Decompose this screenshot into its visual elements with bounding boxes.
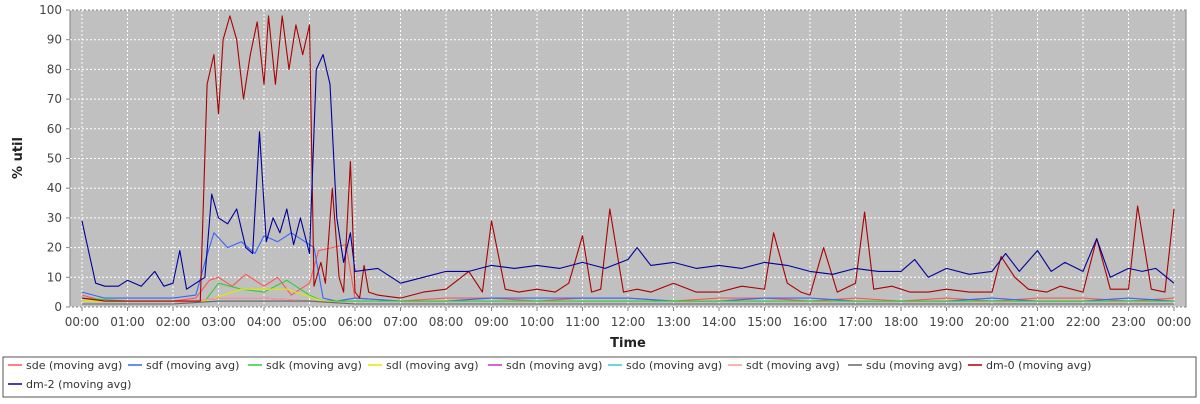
y-axis-title: % util [11, 137, 26, 179]
x-tick-label: 22:00 [1066, 315, 1101, 329]
x-axis: 00:00 01:00 02:00 03:00 04:00 05:00 06:00 07:00… [65, 307, 1192, 329]
legend: sde (moving avg) sdf (moving avg) sdk (mov… [8, 359, 1091, 391]
legend-item-sdt: sdt (moving avg) [728, 359, 840, 372]
series-line-dm-2 [81, 54, 1175, 290]
x-tick-label: 00:00 [1157, 315, 1192, 329]
x-tick-label: 06:00 [338, 315, 373, 329]
legend-item-sdf: sdf (moving avg) [128, 359, 239, 372]
x-tick-label: 09:00 [474, 315, 509, 329]
legend-label: sdu (moving avg) [866, 359, 962, 372]
x-tick-label: 11:00 [565, 315, 600, 329]
legend-label: sdn (moving avg) [506, 359, 602, 372]
y-tick-label: 40 [47, 181, 62, 195]
legend-box [2, 356, 1197, 398]
y-tick-label: 20 [47, 241, 62, 255]
x-tick-label: 08:00 [429, 315, 464, 329]
legend-item-sdk: sdk (moving avg) [248, 359, 362, 372]
x-tick-label: 15:00 [747, 315, 782, 329]
x-tick-label: 04:00 [247, 315, 282, 329]
legend-label: sdt (moving avg) [746, 359, 840, 372]
legend-item-sdn: sdn (moving avg) [488, 359, 602, 372]
legend-label: dm-0 (moving avg) [986, 359, 1091, 372]
x-tick-label: 14:00 [702, 315, 737, 329]
y-tick-label: 60 [47, 122, 62, 136]
x-axis-title: Time [610, 336, 646, 351]
x-tick-label: 07:00 [383, 315, 418, 329]
x-tick-label: 13:00 [656, 315, 691, 329]
legend-label: sdf (moving avg) [146, 359, 239, 372]
y-tick-label: 80 [47, 62, 62, 76]
legend-item-sdl: sdl (moving avg) [368, 359, 479, 372]
x-tick-label: 12:00 [611, 315, 646, 329]
legend-label: dm-2 (moving avg) [26, 378, 131, 391]
legend-label: sde (moving avg) [26, 359, 122, 372]
y-tick-label: 10 [47, 270, 62, 284]
legend-item-sdu: sdu (moving avg) [848, 359, 962, 372]
series-lines [81, 15, 1175, 305]
x-tick-label: 01:00 [110, 315, 145, 329]
y-tick-label: 30 [47, 211, 62, 225]
x-tick-label: 00:00 [65, 315, 100, 329]
x-tick-label: 18:00 [884, 315, 919, 329]
legend-label: sdo (moving avg) [626, 359, 722, 372]
x-tick-label: 23:00 [1111, 315, 1146, 329]
x-tick-label: 20:00 [975, 315, 1010, 329]
y-tick-label: 70 [47, 92, 62, 106]
legend-label: sdl (moving avg) [386, 359, 479, 372]
series-line-sdk [81, 279, 1174, 302]
x-tick-label: 17:00 [838, 315, 873, 329]
legend-item-dm-0: dm-0 (moving avg) [968, 359, 1091, 372]
x-tick-label: 05:00 [292, 315, 327, 329]
legend-item-sde: sde (moving avg) [8, 359, 122, 372]
x-tick-label: 02:00 [156, 315, 191, 329]
x-tick-label: 03:00 [201, 315, 236, 329]
y-tick-label: 90 [47, 33, 62, 47]
x-tick-label: 10:00 [520, 315, 555, 329]
series-line-dm-0 [81, 15, 1175, 302]
x-tick-label: 21:00 [1020, 315, 1055, 329]
legend-item-sdo: sdo (moving avg) [608, 359, 722, 372]
x-tick-label: 16:00 [793, 315, 828, 329]
grid-lines [70, 9, 1186, 308]
series-line-sdu [82, 300, 1174, 305]
legend-label: sdk (moving avg) [266, 359, 362, 372]
y-tick-label: 50 [47, 152, 62, 166]
y-tick-label: 0 [54, 300, 62, 314]
y-axis: 0 10 20 30 40 50 60 70 80 90 100 [39, 3, 70, 314]
x-tick-label: 19:00 [929, 315, 964, 329]
y-tick-label: 100 [39, 3, 62, 17]
legend-item-dm-2: dm-2 (moving avg) [8, 378, 131, 391]
